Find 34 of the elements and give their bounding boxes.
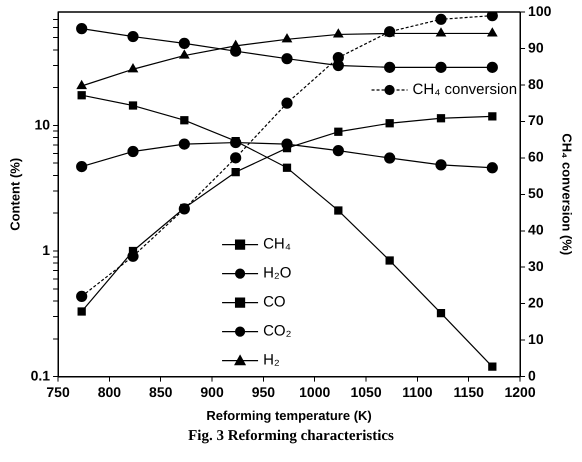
legend-label: CO₂ xyxy=(263,322,292,340)
y2-tick-label: 50 xyxy=(528,185,544,202)
y-axis-title: Content (%) xyxy=(7,158,22,231)
legend-label: H₂O xyxy=(263,264,292,282)
x-tick-label: 1200 xyxy=(504,384,536,400)
x-axis-title: Reforming temperature (K) xyxy=(206,408,372,423)
x-tick-label: 1100 xyxy=(402,384,433,400)
x-tick-label: 1150 xyxy=(454,384,484,400)
y2-tick-label: 20 xyxy=(528,294,544,311)
x-tick-label: 800 xyxy=(98,384,122,400)
y2-axis-title: CH₄ conversion (%) xyxy=(560,133,575,256)
y-tick-label: 10 xyxy=(34,116,50,132)
y2-tick-label: 90 xyxy=(528,39,544,56)
y2-tick-label: 0 xyxy=(528,367,536,384)
y-tick-label: 1 xyxy=(42,242,50,258)
legend-label: CO xyxy=(263,294,286,311)
x-tick-label: 750 xyxy=(46,384,70,400)
legend-label: CH₄ xyxy=(263,236,291,253)
y2-tick-label: 10 xyxy=(528,331,544,347)
legend-label: CH₄ conversion xyxy=(412,81,518,98)
y2-tick-label: 100 xyxy=(528,2,552,19)
x-tick-label: 850 xyxy=(149,384,173,400)
x-tick-label: 1050 xyxy=(350,384,382,400)
y2-tick-label: 60 xyxy=(528,148,544,165)
y-tick-label: 0.1 xyxy=(30,367,50,384)
y2-tick-label: 80 xyxy=(528,76,544,92)
legend-label: H₂ xyxy=(263,352,280,369)
y2-tick-label: 40 xyxy=(528,222,544,238)
x-tick-label: 1000 xyxy=(299,384,330,400)
y2-tick-label: 70 xyxy=(528,112,544,128)
y2-tick-label: 30 xyxy=(528,258,544,274)
text: Fig. 3 Reforming characteristics xyxy=(187,428,395,445)
x-tick-label: 950 xyxy=(252,384,276,400)
x-tick-label: 900 xyxy=(200,384,224,400)
